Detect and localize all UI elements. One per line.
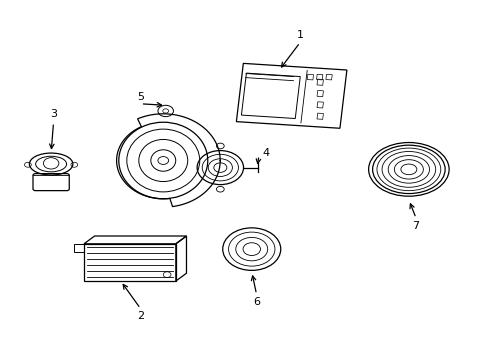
Bar: [74, 244, 84, 252]
Text: 1: 1: [296, 30, 303, 40]
Text: 7: 7: [412, 221, 419, 231]
Text: 4: 4: [262, 148, 269, 158]
Text: 3: 3: [50, 109, 57, 120]
Text: 6: 6: [253, 297, 260, 307]
Text: 2: 2: [137, 311, 144, 321]
Text: 5: 5: [137, 92, 144, 102]
